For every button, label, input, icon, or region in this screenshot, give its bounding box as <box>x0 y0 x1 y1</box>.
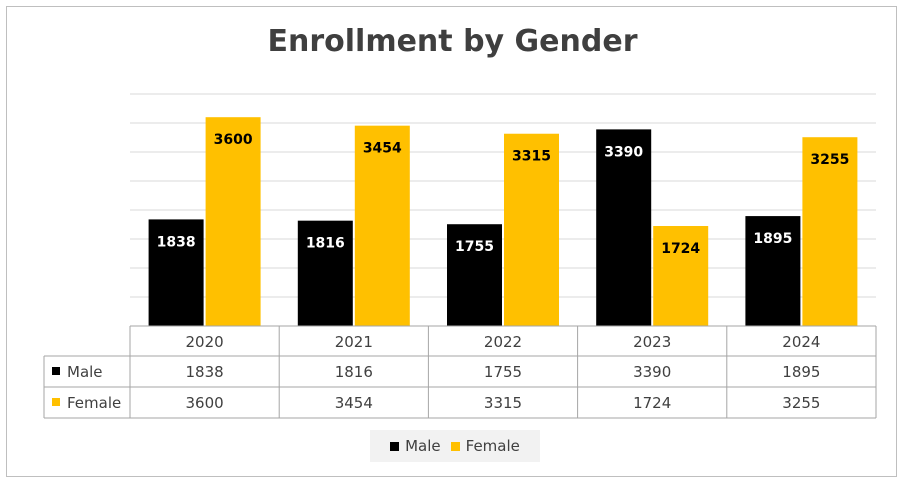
data-label-male-2023: 3390 <box>604 144 643 160</box>
table-header-2023: 2023 <box>633 333 671 351</box>
legend-label-male: Male <box>405 437 441 455</box>
table-cell-female-2020: 3600 <box>186 394 224 412</box>
data-label-male-2021: 1816 <box>306 236 345 252</box>
table-cell-male-2020: 1838 <box>186 363 224 381</box>
data-label-female-2024: 3255 <box>810 152 849 168</box>
table-cell-male-2021: 1816 <box>335 363 373 381</box>
data-label-female-2023: 1724 <box>661 241 700 257</box>
data-label-male-2020: 1838 <box>157 234 196 250</box>
table-cell-female-2021: 3454 <box>335 394 373 412</box>
bar-male-2023 <box>596 129 652 326</box>
table-swatch-female <box>52 398 60 406</box>
table-cell-male-2023: 3390 <box>633 363 671 381</box>
table-cell-male-2022: 1755 <box>484 363 522 381</box>
data-label-male-2022: 1755 <box>455 239 494 255</box>
legend-swatch-male <box>390 441 400 451</box>
table-cell-female-2022: 3315 <box>484 394 522 412</box>
bar-female-2024 <box>802 137 858 326</box>
legend-swatch-female <box>450 441 460 451</box>
data-label-female-2021: 3454 <box>363 141 402 157</box>
table-series-label-female: Female <box>67 394 121 412</box>
table-header-2022: 2022 <box>484 333 522 351</box>
bar-male-2024 <box>745 216 801 326</box>
table-cell-female-2024: 3255 <box>782 394 820 412</box>
data-label-female-2022: 3315 <box>512 149 551 165</box>
table-header-2021: 2021 <box>335 333 373 351</box>
legend-item-male: Male <box>390 437 441 455</box>
table-header-2024: 2024 <box>782 333 820 351</box>
bar-female-2023 <box>653 226 709 326</box>
legend-item-female: Female <box>450 437 520 455</box>
data-label-male-2024: 1895 <box>753 231 792 247</box>
legend-label-female: Female <box>465 437 520 455</box>
bar-male-2022 <box>447 224 502 326</box>
bar-female-2021 <box>354 125 410 326</box>
bar-male-2021 <box>297 220 353 326</box>
bar-female-2022 <box>504 133 559 326</box>
legend: Male Female <box>370 430 540 462</box>
table-series-label-male: Male <box>67 363 103 381</box>
data-label-female-2020: 3600 <box>214 132 253 148</box>
table-swatch-male <box>52 367 60 375</box>
table-cell-female-2023: 1724 <box>633 394 671 412</box>
bar-male-2020 <box>148 219 204 326</box>
chart-title: Enrollment by Gender <box>267 24 638 59</box>
table-header-2020: 2020 <box>186 333 224 351</box>
bar-female-2020 <box>205 117 261 326</box>
table-cell-male-2024: 1895 <box>782 363 820 381</box>
